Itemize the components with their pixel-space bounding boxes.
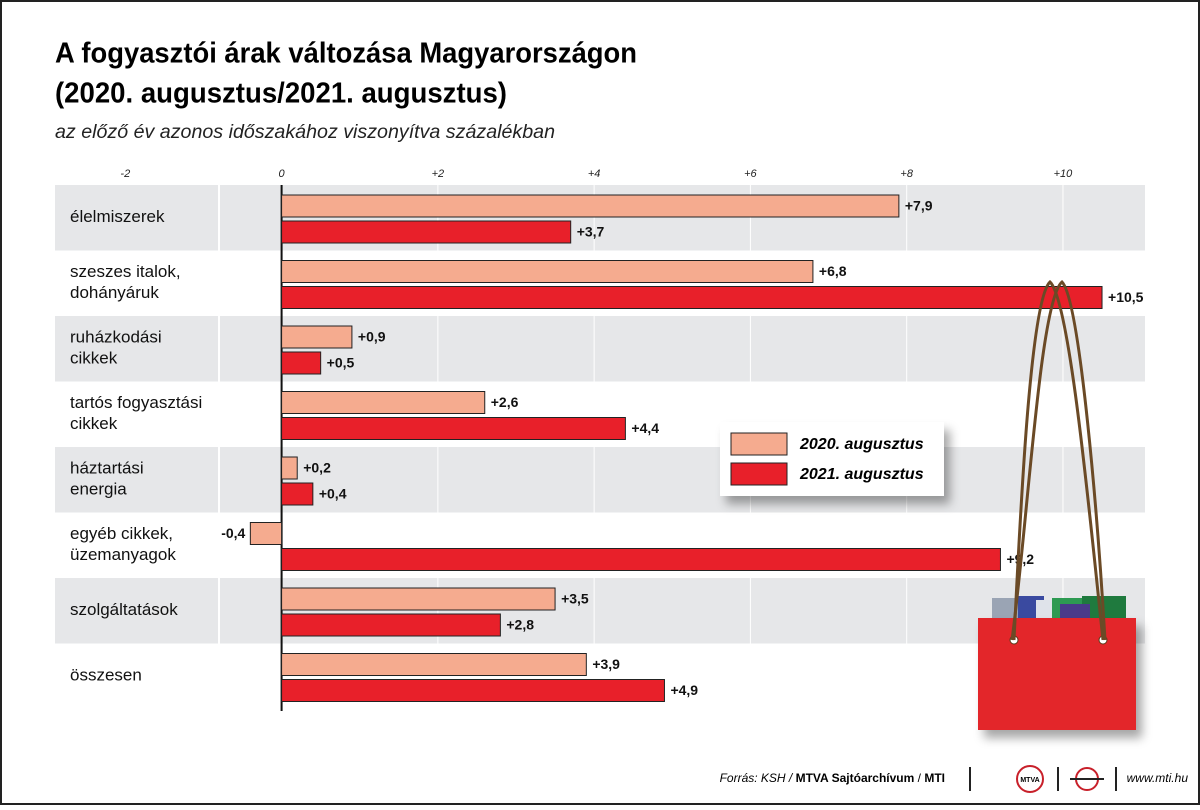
value-label: +6,8 (819, 263, 847, 279)
bar (281, 391, 486, 414)
label-band (55, 578, 220, 644)
bar (281, 653, 587, 676)
bar (281, 613, 501, 637)
category-label: tartós fogyasztási (70, 393, 202, 412)
label-band (55, 643, 220, 709)
value-label: +4,9 (670, 682, 698, 698)
category-label: szeszes italok, (70, 262, 181, 281)
label-band (55, 316, 220, 382)
bar (281, 679, 665, 702)
bar (281, 194, 900, 218)
plot: élelmiszerek szeszes italok, dohányáruk ruh… (55, 168, 1145, 711)
label-band (55, 250, 220, 316)
row-band (55, 316, 1145, 382)
x-tick-label: 0 (279, 168, 286, 180)
category-label: dohányáruk (70, 283, 159, 302)
label-band (55, 447, 220, 513)
value-label: +3,5 (561, 591, 589, 607)
legend-label: 2021. augusztus (799, 466, 924, 483)
legend: 2020. augusztus 2021. augusztus (720, 422, 944, 496)
row-band (55, 578, 1145, 644)
value-label: +2,6 (491, 394, 519, 410)
source-part: / (918, 771, 922, 785)
category-label: összesen (70, 666, 142, 685)
footer: Forrás: KSH / MTVA Sajtóarchívum / MTI M… (720, 765, 1189, 793)
category-label: energia (70, 480, 127, 499)
legend-swatch (730, 432, 788, 456)
logo-text: MTVA (1020, 777, 1039, 784)
bar (281, 286, 1103, 309)
value-label: +0,9 (358, 329, 386, 345)
bar (249, 522, 283, 545)
value-label: +3,7 (577, 224, 605, 240)
value-label: +4,4 (631, 420, 659, 436)
bar (281, 417, 626, 440)
subtitle: az előző év azonos időszakához viszonyít… (55, 122, 555, 143)
x-tick-label: -2 (120, 168, 130, 180)
title-line: (2020. augusztus/2021. augusztus) (55, 78, 507, 110)
category-label: egyéb cikkek, (70, 524, 173, 543)
bar (281, 325, 353, 349)
category-label: szolgáltatások (70, 600, 178, 619)
label-band (55, 381, 220, 447)
x-tick-label: +2 (432, 168, 445, 180)
source-part: MTI (924, 771, 945, 785)
source-part: Forrás: KSH / (720, 771, 794, 785)
bar (281, 587, 556, 611)
label-column (218, 185, 220, 709)
value-label: +0,5 (327, 355, 355, 371)
x-tick-label: +8 (900, 168, 913, 180)
category-label: ruházkodási (70, 328, 162, 347)
category-label: üzemanyagok (70, 545, 176, 564)
x-tick-label: +6 (744, 168, 757, 180)
label-band (55, 185, 220, 251)
category-label: háztartási (70, 459, 144, 478)
source-part: MTVA Sajtóarchívum (796, 771, 915, 785)
category-label: cikkek (70, 414, 118, 433)
url: www.mti.hu (1127, 771, 1189, 785)
title-line: A fogyasztói árak változása Magyarország… (55, 38, 637, 70)
value-label: +0,2 (303, 460, 331, 476)
x-tick-label: +4 (588, 168, 601, 180)
bag-illustration (978, 279, 1136, 730)
value-label: +10,5 (1108, 289, 1144, 305)
category-label: élelmiszerek (70, 207, 165, 226)
bar (281, 456, 298, 480)
value-label: +2,8 (506, 617, 534, 633)
value-label: +7,9 (905, 198, 933, 214)
label-band (55, 512, 220, 578)
x-tick-label: +10 (1054, 168, 1074, 180)
legend-swatch (730, 462, 788, 486)
bar (281, 548, 1001, 571)
category-label: cikkek (70, 349, 118, 368)
source: Forrás: KSH / MTVA Sajtóarchívum / MTI (720, 771, 945, 785)
bar (281, 220, 572, 244)
bar (281, 351, 322, 375)
value-label: +3,9 (592, 656, 620, 672)
value-label: +0,4 (319, 486, 347, 502)
bar (281, 260, 814, 283)
row-band (55, 447, 1145, 513)
bar (281, 482, 314, 506)
legend-label: 2020. augusztus (799, 436, 924, 453)
value-label: -0,4 (221, 525, 245, 541)
